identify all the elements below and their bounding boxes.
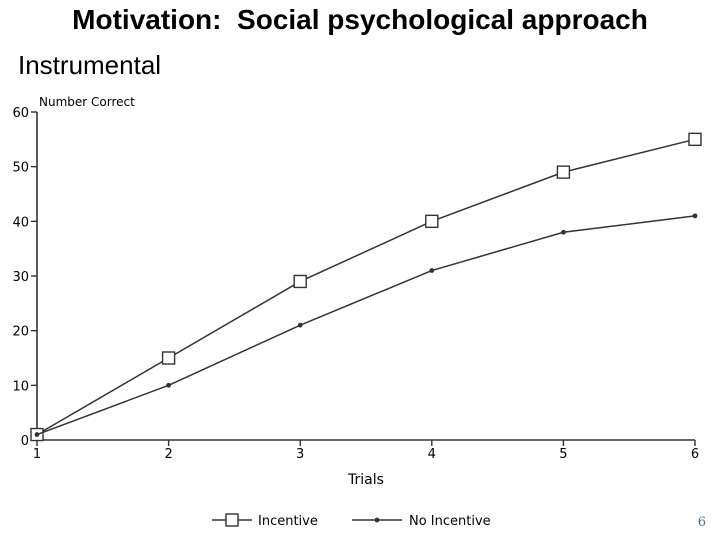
legend-marker-dot [374, 517, 380, 523]
x-tick-label: 5 [559, 447, 567, 462]
y-tick-label: 0 [21, 434, 29, 449]
y-tick-label: 40 [12, 215, 29, 230]
x-tick-label: 2 [164, 447, 172, 462]
y-tick-label: 10 [12, 379, 29, 394]
page-number: 6 [697, 515, 706, 530]
slide-subtitle: Instrumental [18, 50, 162, 80]
y-tick-label: 50 [12, 161, 29, 176]
data-point-dot [692, 213, 698, 219]
x-tick-label: 3 [296, 447, 304, 462]
data-point-square [293, 274, 307, 289]
data-point-dot [561, 229, 566, 235]
x-tick-label: 6 [691, 447, 699, 462]
legend-label: Incentive [258, 514, 318, 529]
data-point-square [425, 214, 439, 229]
chart-series [30, 132, 702, 442]
x-axis-title: Trials [347, 472, 384, 488]
y-axis-title: Number Correct [39, 95, 135, 109]
data-point-dot [166, 382, 172, 388]
series-line-2 [36, 215, 696, 436]
data-point-square [556, 165, 571, 179]
x-tick-label: 4 [428, 447, 436, 462]
data-point-dot [34, 432, 40, 437]
series-line-1 [36, 138, 696, 436]
y-tick-label: 30 [12, 270, 29, 285]
data-point-dot [297, 322, 303, 328]
y-tick-label: 20 [12, 325, 29, 340]
chart-axes: 0 10 20 30 40 50 60 1 2 3 4 5 6 Number Correct Trials [12, 95, 699, 488]
x-tick-label: 1 [33, 447, 41, 462]
y-tick-label: 60 [12, 106, 29, 121]
data-point-dot [429, 268, 435, 273]
data-point-square [161, 351, 176, 365]
chart-legend: Incentive No Incentive [212, 513, 491, 529]
legend-marker-square [225, 513, 239, 527]
slide-title: Motivation: Social psychological approac… [72, 4, 648, 35]
data-point-square [688, 132, 702, 147]
legend-label: No Incentive [409, 514, 491, 529]
